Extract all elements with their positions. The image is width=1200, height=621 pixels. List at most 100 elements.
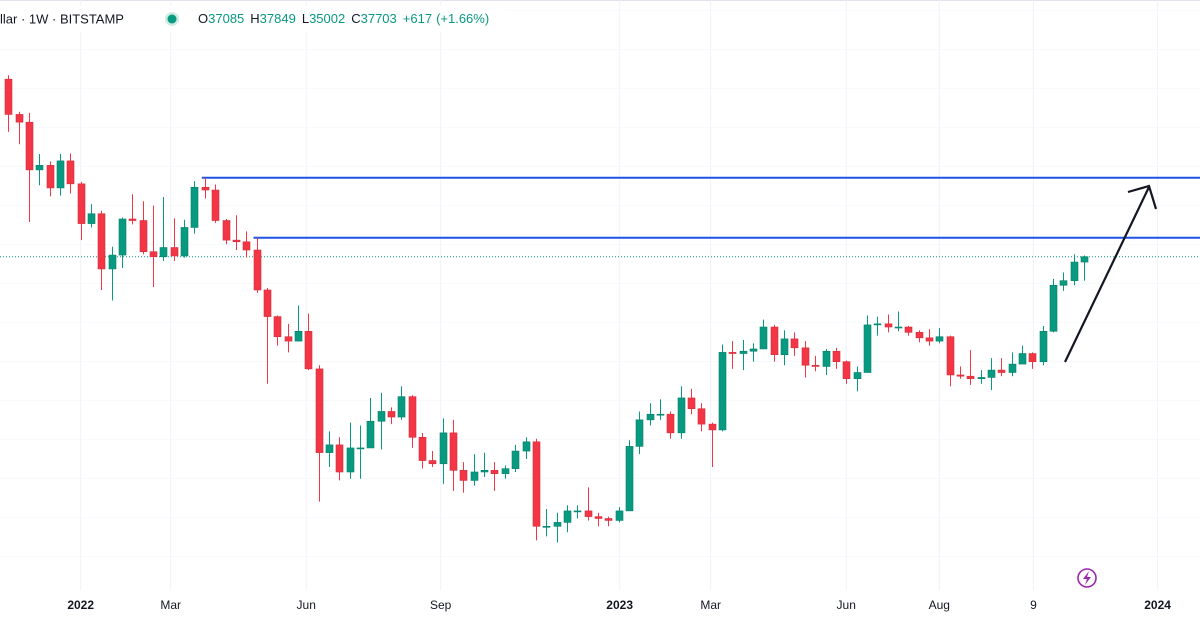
candle-body [201, 186, 210, 191]
candle-body [387, 411, 396, 418]
candle-body [66, 160, 75, 185]
x-tick-label: Aug [929, 598, 950, 612]
ohlc-value: 37849 [260, 11, 296, 26]
candle-body [335, 444, 344, 473]
candles [4, 75, 1089, 543]
x-axis: 2022 Mar Jun Sep 2023 Mar Jun Aug 9 2024 [67, 598, 1171, 612]
candle-body [459, 470, 468, 481]
candle-body [708, 423, 717, 431]
candle-body [408, 396, 417, 438]
lightning-icon [1077, 568, 1097, 588]
candle-body [666, 413, 675, 434]
x-tick-label: Sep [430, 598, 452, 612]
levels [0, 176, 1200, 258]
candle-body [190, 186, 199, 228]
candle-body [522, 441, 531, 452]
candle-body [253, 249, 262, 291]
x-tick-label: 9 [1030, 598, 1037, 612]
candle-body [1059, 280, 1068, 286]
candle-body [108, 254, 117, 270]
candle-body [87, 213, 96, 224]
x-tick-label: Mar [700, 598, 721, 612]
candle-body [273, 316, 282, 338]
status-dot [167, 14, 177, 24]
x-tick-label: Jun [837, 598, 856, 612]
candle-body [822, 350, 831, 367]
candle-body [718, 352, 727, 431]
candle-body [490, 470, 499, 474]
candle-body [139, 220, 148, 252]
candle-body [428, 460, 437, 465]
candle-body [77, 183, 86, 224]
candle-body [46, 165, 55, 189]
candle-body [4, 78, 13, 115]
candle-body [832, 350, 841, 363]
candle-body [656, 413, 665, 416]
candle-body [801, 347, 810, 366]
candle-body [946, 336, 955, 376]
candle-body [615, 510, 624, 521]
ohlc-label: H [250, 11, 259, 26]
candle-body [439, 432, 448, 465]
change: +617 [403, 11, 432, 26]
ohlc-label: O [198, 11, 208, 26]
candle-body [646, 413, 655, 421]
candle-body [728, 352, 737, 354]
header: llar · 1W · BITSTAMP O37085 H37849 L35002 C… [0, 6, 505, 32]
candle-body [842, 361, 851, 379]
candle-body [159, 247, 168, 258]
candle-body [863, 324, 872, 373]
candle-body [25, 121, 34, 171]
candle-body [242, 241, 251, 251]
candle-body [584, 510, 593, 517]
candle-body [377, 411, 386, 422]
candle-body [894, 326, 903, 329]
candle-body [232, 239, 241, 243]
candle-body [915, 332, 924, 339]
candle-body [325, 444, 334, 453]
candle-body [563, 510, 572, 523]
ohlc-value: 37085 [208, 11, 244, 26]
arrow [1064, 184, 1158, 363]
candle-body [366, 420, 375, 449]
candle-body [180, 227, 189, 257]
candle-body [315, 368, 324, 453]
candle-body [925, 337, 934, 342]
candle-body [397, 396, 406, 418]
candle-body [625, 446, 634, 512]
candle-body [770, 326, 779, 355]
candle-body [501, 468, 510, 474]
x-tick-label: 2023 [606, 598, 633, 612]
candle-body [15, 114, 24, 123]
candle-body [56, 160, 65, 189]
ohlc-value: 35002 [309, 11, 345, 26]
candle-body [1039, 330, 1048, 363]
candle-body [997, 369, 1006, 373]
candle-body [749, 348, 758, 352]
candle-body [811, 364, 820, 367]
candle-body [873, 323, 882, 326]
candle-body [480, 470, 489, 473]
candle-body [222, 220, 231, 241]
vertical-grid [80, 0, 1159, 590]
candle-body [687, 397, 696, 410]
candle-body [780, 338, 789, 355]
candle-body [935, 336, 944, 342]
candle-body [966, 375, 975, 379]
candle-body [449, 432, 458, 471]
candle-body [356, 447, 365, 450]
candle-body [604, 518, 613, 521]
candle-body [35, 165, 44, 171]
candle-body [956, 374, 965, 377]
candle-body [1080, 256, 1089, 263]
candle-body [1008, 363, 1017, 373]
candle-body [677, 397, 686, 434]
candle-body [346, 447, 355, 473]
candle-body [977, 377, 986, 379]
candle-body [470, 471, 479, 481]
candle-body [294, 330, 303, 342]
candle-body [418, 436, 427, 461]
candle-body [149, 251, 158, 258]
candle-body [759, 326, 768, 350]
